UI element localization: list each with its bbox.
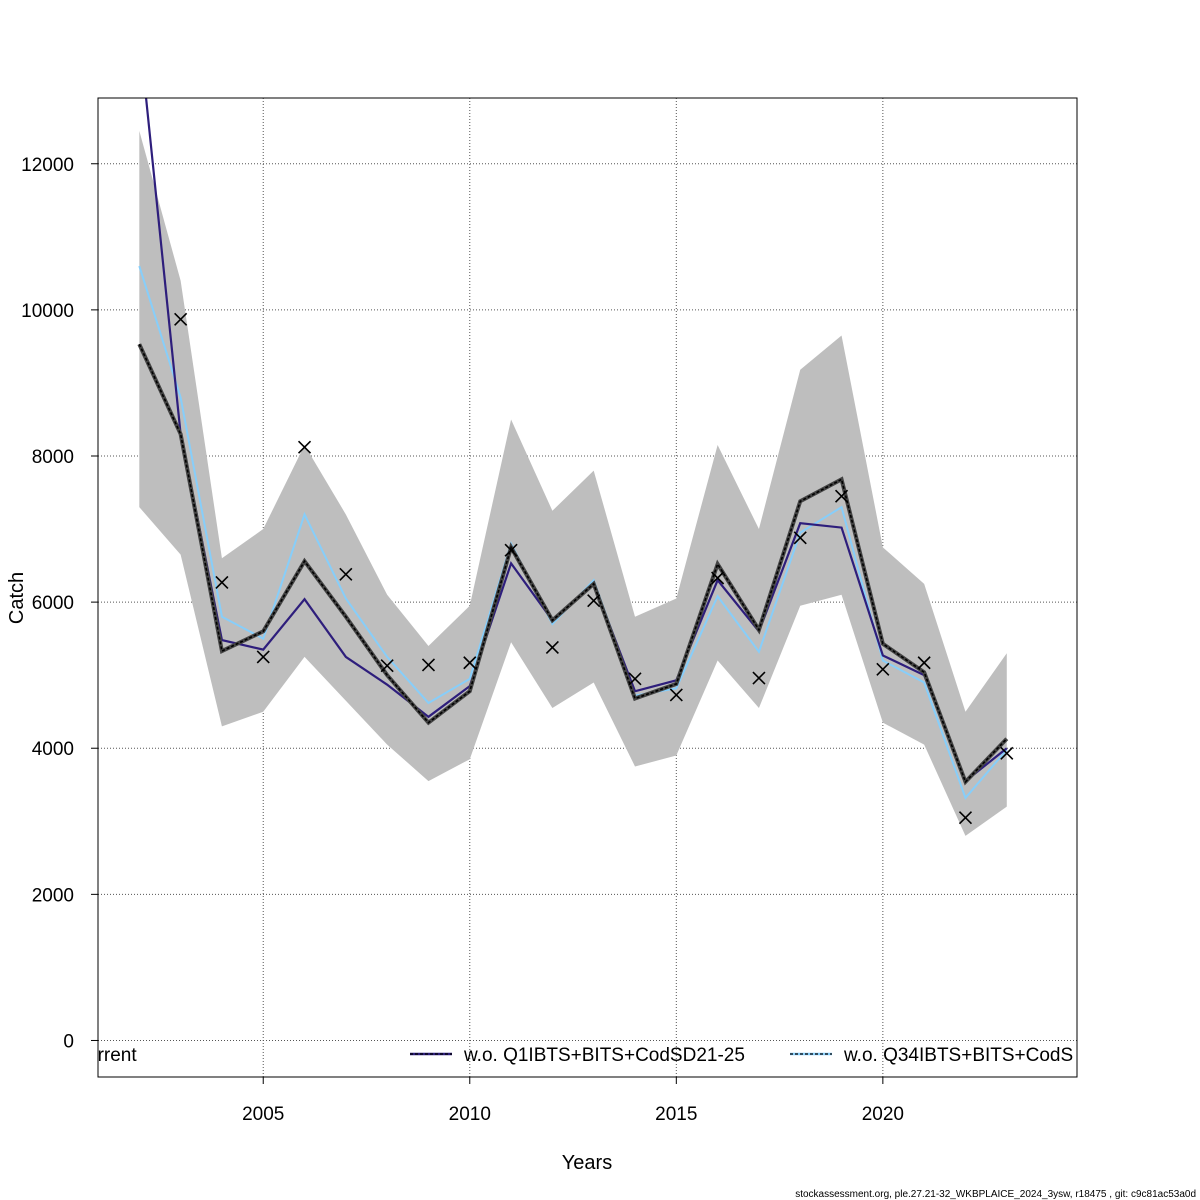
marker-stroke [876,662,890,676]
confidence-band-group [139,130,1007,836]
series-line-current [138,343,1008,784]
y-tick-label: 10000 [21,301,74,322]
marker-stroke [1000,746,1014,760]
y-tick-label: 2000 [32,885,74,906]
observation-marker [1000,746,1014,760]
y-tick-label: 0 [63,1031,74,1052]
marker-stroke [421,658,436,672]
marker-stroke [463,656,477,670]
x-tick-label: 2020 [862,1104,904,1125]
observation-marker [215,575,229,589]
legend-label-current: urrent [87,1045,137,1066]
legend: urrent w.o. Q1IBTS+BITS+CodSD21-25 w.o. Q3… [87,1045,1073,1066]
observation-marker [752,671,766,685]
y-tick-label: 6000 [32,593,74,614]
observation-marker [628,672,642,686]
observation-marker [587,594,601,608]
y-axis-title: Catch [6,572,28,624]
observation-marker [876,662,890,676]
observation-marker [256,650,270,664]
marker-stroke [215,575,229,589]
marker-stroke [669,688,683,702]
observation-marker [669,688,683,702]
marker-stroke [628,672,642,686]
y-tick-label: 8000 [32,447,74,468]
marker-stroke [504,543,518,557]
marker-stroke [380,659,394,673]
marker-stroke [711,571,725,585]
plot-frame [97,97,1078,1078]
observation-marker [504,543,518,557]
marker-stroke [834,489,849,503]
observation-marker [793,531,807,545]
observation-markers [174,312,1014,825]
x-axis-title: Years [562,1152,612,1174]
marker-stroke [545,640,559,654]
confidence-band [139,130,1007,836]
marker-stroke [339,567,353,581]
y-tick-label: 4000 [32,739,74,760]
observation-marker [297,440,312,454]
marker-stroke [256,650,270,664]
marker-stroke [174,312,188,326]
observation-marker [463,656,477,670]
marker-stroke [587,594,601,608]
legend-label-q34ibts: w.o. Q34IBTS+BITS+CodS [843,1045,1073,1066]
observation-marker [917,656,931,670]
footer-credit: stockassessment.org, ple.27.21-32_WKBPLA… [795,1189,1196,1200]
observation-marker [545,640,559,654]
observation-marker [958,811,973,825]
observation-marker [380,659,394,673]
observation-marker [711,571,725,585]
observation-marker [339,567,353,581]
marker-stroke [958,811,973,825]
marker-stroke [752,671,766,685]
axes: 2005 2010 2015 2020 0 2000 4000 6000 8000 10000 12… [21,155,904,1125]
series-group [137,98,1009,800]
x-tick-label: 2015 [655,1104,697,1125]
x-tick-label: 2010 [449,1104,491,1125]
observation-marker [421,658,436,672]
x-tick-label: 2005 [242,1104,284,1125]
y-tick-label: 12000 [21,155,74,176]
marker-stroke [917,656,931,670]
observation-marker [174,312,188,326]
marker-stroke [793,531,807,545]
observation-marker [834,489,849,503]
marker-stroke [297,440,312,454]
legend-label-q1ibts: w.o. Q1IBTS+BITS+CodSD21-25 [463,1045,745,1066]
